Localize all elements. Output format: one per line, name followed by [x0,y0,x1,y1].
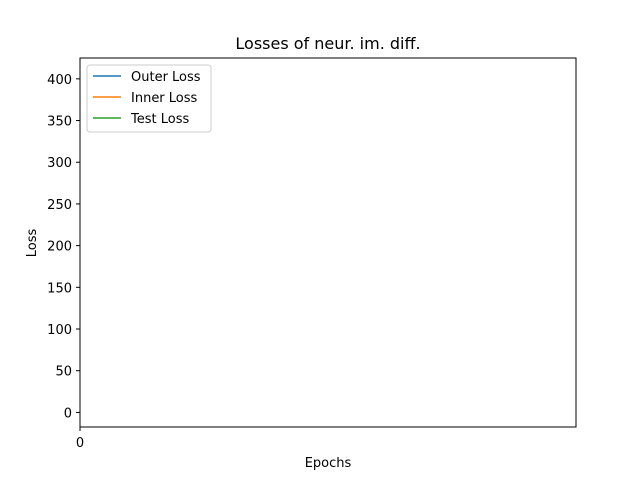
y-axis-label: Loss [25,229,40,258]
y-axis: 0 50 100 150 200 250 300 350 400 [47,73,80,421]
legend: Outer Loss Inner Loss Test Loss [86,64,212,133]
y-tick-label: 400 [47,73,72,88]
y-tick-label: 350 [47,115,72,130]
x-tick-label: 0 [76,436,84,451]
y-tick-label: 250 [47,198,72,213]
y-tick-label: 300 [47,156,72,171]
axes-frame [79,57,577,428]
y-tick-label: 50 [55,365,72,380]
x-axis-label: Epochs [305,456,352,471]
y-tick-label: 0 [64,406,72,421]
legend-label: Inner Loss [131,91,198,106]
legend-label: Outer Loss [131,70,201,85]
chart-title: Losses of neur. im. diff. [235,34,420,53]
legend-box [86,64,212,133]
y-tick-label: 200 [47,240,72,255]
x-axis: 0 [76,427,84,451]
plot-area [79,57,577,428]
legend-label: Test Loss [130,112,189,127]
y-tick-label: 100 [47,323,72,338]
y-tick-label: 150 [47,281,72,296]
